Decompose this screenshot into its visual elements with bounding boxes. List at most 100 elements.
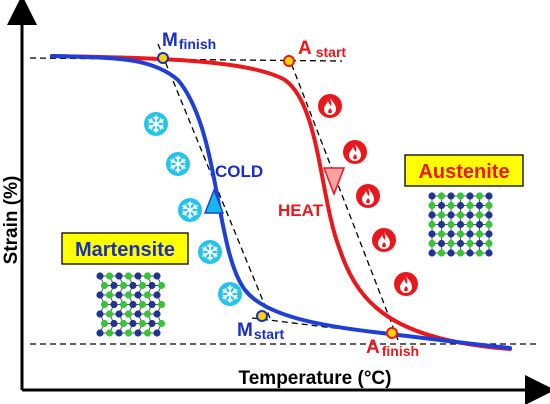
- a-start-point: [283, 55, 295, 67]
- lattice-atom: [485, 220, 493, 229]
- lattice-atom: [428, 220, 436, 229]
- lattice-atom: [466, 239, 474, 248]
- lattice-atom: [475, 249, 484, 257]
- lattice-atom: [96, 291, 104, 299]
- heating-tangent: [287, 54, 399, 341]
- snowflake-icon: [165, 151, 191, 177]
- lattice-atom: [428, 249, 436, 257]
- lattice-atom: [100, 300, 109, 309]
- martensite-label: Martensite: [75, 239, 175, 261]
- lattice-atom: [124, 329, 133, 337]
- lattice-atom: [475, 211, 484, 219]
- snowflake-icon: [177, 197, 203, 223]
- lattice-atom: [134, 291, 142, 299]
- lattice-atom: [456, 239, 465, 248]
- lattice-atom: [115, 329, 123, 337]
- m-finish-label: Mfinish: [162, 30, 216, 52]
- lattice-atom: [466, 230, 474, 238]
- lattice-atom: [456, 201, 465, 210]
- lattice-atom: [437, 201, 446, 210]
- m-start-point: [256, 310, 268, 322]
- lattice-atom: [124, 272, 133, 280]
- lattice-atom: [143, 272, 152, 280]
- martensite-label-box: [61, 232, 189, 265]
- austenite-label-box: [404, 154, 524, 187]
- lattice-atom: [428, 192, 436, 200]
- lattice-atom: [105, 272, 114, 280]
- austenite-label: Austenite: [418, 161, 509, 183]
- lattice-atom: [157, 300, 166, 309]
- guide-lines: [29, 43, 540, 345]
- lattice-atom: [148, 300, 156, 309]
- lattice-atom: [447, 211, 455, 219]
- flame-icon: [343, 140, 367, 164]
- lattice-atom: [475, 201, 484, 210]
- heating-arrow: [322, 167, 346, 197]
- martensite-lattice: [96, 272, 166, 337]
- lattice-atom: [143, 310, 152, 318]
- lattice-atom: [119, 319, 128, 328]
- flame-icon: [318, 94, 342, 118]
- lattice-atom: [134, 310, 142, 318]
- lattice-atom: [437, 211, 446, 219]
- lattice-atom: [485, 249, 493, 257]
- lattice-atom: [129, 281, 137, 290]
- flame-icon: [394, 272, 418, 296]
- lattice-atom: [456, 211, 465, 219]
- lattice-atom: [437, 249, 446, 257]
- lattice-atom: [96, 329, 104, 337]
- lattice-atom: [466, 249, 474, 257]
- lattice-atom: [96, 272, 104, 280]
- lattice-atom: [148, 281, 156, 290]
- lattice-atom: [138, 319, 147, 328]
- lattice-atom: [428, 230, 436, 238]
- lattice-atom: [447, 230, 455, 238]
- lattice-atom: [105, 329, 114, 337]
- lattice-atom: [153, 272, 161, 280]
- lattice-atom: [134, 329, 142, 337]
- snowflake-icon: [197, 239, 223, 265]
- lattice-atom: [485, 201, 493, 210]
- lattice-atom: [157, 319, 166, 328]
- lattice-atom: [105, 291, 114, 299]
- lattice-atom: [485, 211, 493, 219]
- lattice-atom: [138, 281, 147, 290]
- austenite-lattice: [428, 192, 493, 257]
- m-start-label: Mstart: [237, 320, 285, 342]
- lattice-atom: [466, 211, 474, 219]
- lattice-atom: [447, 192, 455, 200]
- lattice-atom: [456, 230, 465, 238]
- cooling-curve: [50, 54, 512, 350]
- lattice-atom: [466, 220, 474, 229]
- lattice-atom: [447, 220, 455, 229]
- m-finish-point: [157, 52, 169, 64]
- lattice-atom: [466, 192, 474, 200]
- lattice-atom: [148, 319, 156, 328]
- lattice-atom: [456, 220, 465, 229]
- lattice-atom: [153, 329, 161, 337]
- lattice-atom: [100, 281, 109, 290]
- cold-label: COLD: [215, 162, 263, 181]
- lattice-atom: [447, 201, 455, 210]
- y-axis-title: Strain (%): [1, 176, 22, 265]
- flame-icon: [372, 228, 396, 252]
- lattice-atom: [475, 192, 484, 200]
- lattice-atom: [153, 291, 161, 299]
- lattice-atom: [129, 300, 137, 309]
- lattice-atom: [456, 249, 465, 257]
- lattice-atom: [437, 239, 446, 248]
- lattice-atom: [447, 239, 455, 248]
- lattice-atom: [437, 230, 446, 238]
- lattice-atom: [115, 272, 123, 280]
- lattice-atom: [475, 220, 484, 229]
- lattice-atom: [437, 220, 446, 229]
- heating-curve: [50, 54, 512, 351]
- lattice-atom: [428, 201, 436, 210]
- flame-icon: [356, 184, 380, 208]
- lattice-atom: [119, 281, 128, 290]
- lattice-atom: [124, 310, 133, 318]
- lattice-atom: [428, 211, 436, 219]
